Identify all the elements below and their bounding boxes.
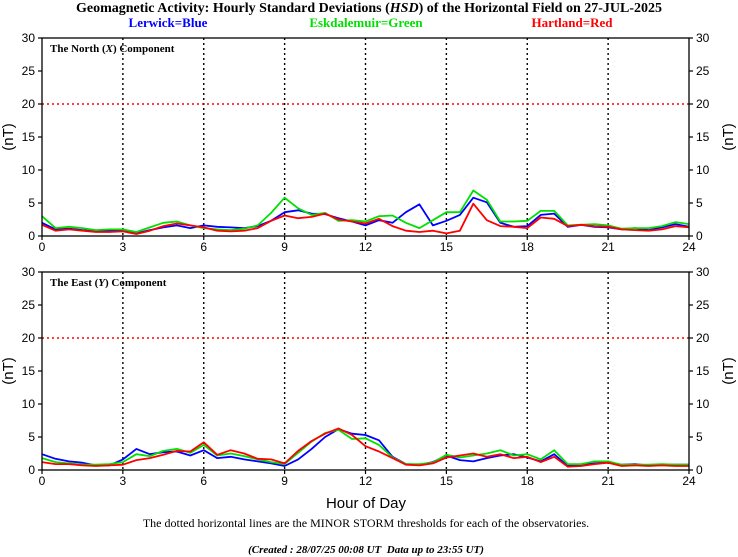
- east-plot-frame: [41, 271, 690, 471]
- east-x-tick-label: 15: [440, 474, 454, 488]
- north-y-axis-label-left: (nT): [0, 123, 17, 151]
- north-y-tick-label-left: 15: [22, 130, 36, 144]
- east-y-axis-label-left: (nT): [0, 357, 17, 385]
- north-y-tick-label-left: 20: [22, 97, 36, 111]
- north-y-tick-label-left: 10: [22, 163, 36, 177]
- east-x-tick-label: 21: [601, 474, 615, 488]
- east-y-tick-label-left: 15: [22, 364, 36, 378]
- chart-title-italic: HSD: [389, 1, 419, 16]
- north-y-tick-label-right: 0: [696, 229, 703, 243]
- north-x-tick-label: 3: [120, 240, 127, 254]
- east-x-tick-label: 9: [281, 474, 288, 488]
- legend-lerwick: Lerwick=Blue: [129, 15, 208, 30]
- east-y-tick-label-left: 25: [22, 298, 36, 312]
- east-y-axis-label-right: (nT): [720, 357, 737, 385]
- east-x-tick-label: 18: [521, 474, 535, 488]
- east-panel-label: The East (Y) Component: [50, 277, 167, 289]
- footnote: The dotted horizontal lines are the MINO…: [143, 516, 589, 530]
- north-x-tick-label: 9: [281, 240, 288, 254]
- north-y-tick-label-right: 25: [696, 64, 710, 78]
- north-y-tick-label-left: 30: [22, 31, 36, 45]
- east-y-tick-label-right: 5: [696, 430, 703, 444]
- north-x-tick-label: 18: [521, 240, 535, 254]
- east-y-tick-label-right: 0: [696, 463, 703, 477]
- north-y-axis-label-right: (nT): [720, 123, 737, 151]
- north-series-hartland: [41, 202, 690, 235]
- east-y-tick-label-right: 10: [696, 397, 710, 411]
- east-x-tick-label: 0: [39, 474, 46, 488]
- east-y-tick-label-left: 0: [28, 463, 35, 477]
- created-note: (Created : 28/07/25 00:08 UT Data up to …: [248, 544, 484, 556]
- east-y-tick-label-left: 5: [28, 430, 35, 444]
- chart-title: Geomagnetic Activity: Hourly Standard De…: [76, 1, 662, 16]
- north-y-tick-label-right: 20: [696, 97, 710, 111]
- east-x-tick-label: 3: [120, 474, 127, 488]
- north-x-tick-label: 6: [200, 240, 207, 254]
- east-y-tick-label-left: 20: [22, 331, 36, 345]
- chart-title-suffix: ) of the Horizontal Field on 27-JUL-2025: [419, 1, 662, 16]
- east-panel-label-italic: Y: [98, 277, 106, 289]
- east-y-tick-label-left: 30: [22, 265, 36, 279]
- east-x-tick-label: 6: [200, 474, 207, 488]
- chart-title-prefix: Geomagnetic Activity: Hourly Standard De…: [76, 1, 390, 16]
- east-series-hartland: [41, 427, 689, 468]
- north-x-tick-label: 15: [440, 240, 454, 254]
- north-y-tick-label-right: 30: [696, 31, 710, 45]
- east-y-tick-label-right: 30: [696, 265, 710, 279]
- north-x-tick-label: 0: [39, 240, 46, 254]
- east-panel-label-prefix: The East (: [50, 277, 99, 289]
- north-panel-label-suffix: ) Component: [113, 43, 175, 55]
- north-y-tick-label-left: 0: [28, 229, 35, 243]
- north-panel-label-prefix: The North (: [50, 43, 106, 55]
- north-x-tick-label: 21: [601, 240, 615, 254]
- x-axis-label: Hour of Day: [326, 495, 407, 512]
- north-x-tick-label: 12: [359, 240, 373, 254]
- north-x-tick-label: 24: [682, 240, 696, 254]
- north-y-tick-label-left: 25: [22, 64, 36, 78]
- north-y-tick-label-left: 5: [28, 196, 35, 210]
- legend-eskdalemuir: Eskdalemuir=Green: [309, 15, 423, 30]
- east-y-tick-label-right: 20: [696, 331, 710, 345]
- north-panel-label: The North (X) Component: [50, 43, 175, 55]
- north-y-tick-label-right: 15: [696, 130, 710, 144]
- east-y-tick-label-right: 15: [696, 364, 710, 378]
- east-y-tick-label-left: 10: [22, 397, 36, 411]
- east-y-tick-label-right: 25: [696, 298, 710, 312]
- legend-hartland: Hartland=Red: [531, 15, 613, 30]
- north-plot-frame: [41, 37, 690, 237]
- north-y-tick-label-right: 5: [696, 196, 703, 210]
- east-x-tick-label: 24: [682, 474, 696, 488]
- east-x-tick-label: 12: [359, 474, 373, 488]
- north-y-tick-label-right: 10: [696, 163, 710, 177]
- north-panel-label-italic: X: [105, 43, 114, 55]
- east-series-eskdalemuir: [41, 428, 689, 466]
- east-panel-label-suffix: ) Component: [105, 277, 167, 289]
